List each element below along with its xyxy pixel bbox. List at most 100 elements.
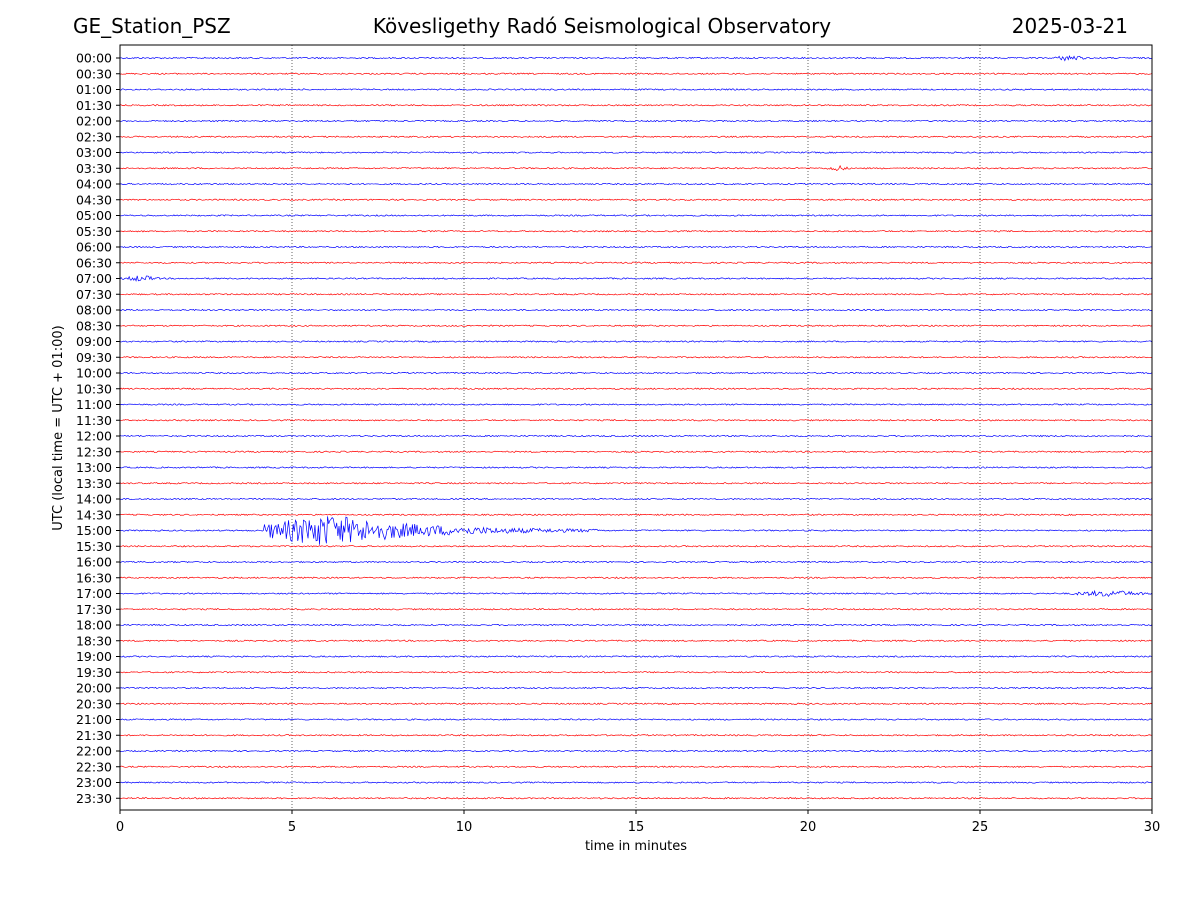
y-tick-label: 04:00 xyxy=(76,177,112,192)
trace-0900 xyxy=(119,340,1153,343)
trace-0600 xyxy=(119,245,1153,249)
x-tick-label: 20 xyxy=(800,820,817,835)
trace-1600 xyxy=(119,560,1153,564)
trace-2330 xyxy=(119,797,1153,800)
trace-0730 xyxy=(119,293,1153,296)
trace-0330 xyxy=(119,164,1153,172)
y-tick-label: 01:00 xyxy=(76,82,112,97)
y-tick-label: 05:00 xyxy=(76,208,112,223)
grid-lines xyxy=(291,45,981,810)
y-tick-label: 12:30 xyxy=(76,444,112,459)
y-tick-label: 17:00 xyxy=(76,586,112,601)
y-tick-label: 01:30 xyxy=(76,98,112,113)
trace-1300 xyxy=(119,466,1153,469)
trace-0230 xyxy=(119,135,1153,138)
station-label: GE_Station_PSZ xyxy=(73,14,231,38)
y-tick-label: 16:30 xyxy=(76,570,112,585)
trace-2130 xyxy=(119,734,1153,737)
y-tick-label: 19:00 xyxy=(76,649,112,664)
y-tick-label: 22:30 xyxy=(76,759,112,774)
y-tick-label: 15:00 xyxy=(76,523,112,538)
x-axis-label: time in minutes xyxy=(585,839,687,854)
trace-0130 xyxy=(119,104,1153,107)
y-tick-label: 10:00 xyxy=(76,366,112,381)
trace-1000 xyxy=(119,371,1153,375)
trace-0700 xyxy=(119,275,1153,282)
y-tick-label: 19:30 xyxy=(76,665,112,680)
trace-1900 xyxy=(119,655,1153,658)
trace-0930 xyxy=(119,356,1153,359)
x-tick-label: 10 xyxy=(456,820,473,835)
y-tick-label: 07:30 xyxy=(76,287,112,302)
y-tick-label: 21:30 xyxy=(76,728,112,743)
trace-1200 xyxy=(119,434,1153,438)
trace-0830 xyxy=(119,324,1153,327)
y-tick-label: 14:00 xyxy=(76,492,112,507)
y-tick-label: 00:00 xyxy=(76,51,112,66)
y-tick-label: 20:30 xyxy=(76,696,112,711)
trace-2000 xyxy=(119,686,1153,690)
trace-0030 xyxy=(119,72,1153,75)
trace-1700 xyxy=(119,589,1153,597)
y-tick-label: 13:00 xyxy=(76,460,112,475)
trace-1130 xyxy=(119,419,1153,422)
trace-1530 xyxy=(119,545,1153,548)
date-label: 2025-03-21 xyxy=(1011,14,1128,38)
trace-0100 xyxy=(119,88,1153,91)
trace-2030 xyxy=(119,702,1153,705)
y-tick-label: 03:00 xyxy=(76,145,112,160)
y-tick-label: 02:00 xyxy=(76,114,112,129)
y-tick-label: 18:00 xyxy=(76,618,112,633)
trace-1800 xyxy=(119,623,1153,627)
y-tick-label: 02:30 xyxy=(76,129,112,144)
trace-2100 xyxy=(119,718,1153,721)
observatory-title: Kövesligethy Radó Seismological Observat… xyxy=(372,14,832,38)
trace-0530 xyxy=(119,230,1153,233)
trace-0500 xyxy=(119,214,1153,217)
y-tick-label: 23:30 xyxy=(76,791,112,806)
y-tick-label: 06:30 xyxy=(76,255,112,270)
trace-2230 xyxy=(119,765,1153,768)
trace-0630 xyxy=(119,261,1153,264)
y-tick-label: 10:30 xyxy=(76,381,112,396)
y-tick-label: 12:00 xyxy=(76,429,112,444)
trace-1430 xyxy=(119,513,1153,516)
trace-0000 xyxy=(119,55,1153,62)
trace-0300 xyxy=(119,151,1153,154)
x-tick-label: 0 xyxy=(116,820,124,835)
y-tick-label: 13:30 xyxy=(76,476,112,491)
y-tick-label: 18:30 xyxy=(76,633,112,648)
y-tick-label: 07:00 xyxy=(76,271,112,286)
trace-1030 xyxy=(119,387,1153,390)
seismic-traces xyxy=(119,55,1153,800)
trace-1230 xyxy=(119,450,1153,453)
trace-0800 xyxy=(119,308,1153,312)
y-tick-label: 09:30 xyxy=(76,350,112,365)
y-tick-label: 06:00 xyxy=(76,240,112,255)
trace-0430 xyxy=(119,198,1153,201)
x-tick-label: 15 xyxy=(628,820,645,835)
x-tick-label: 5 xyxy=(288,820,296,835)
y-tick-label: 11:30 xyxy=(76,413,112,428)
y-axis-label: UTC (local time = UTC + 01:00) xyxy=(51,325,66,530)
y-tick-label: 09:00 xyxy=(76,334,112,349)
trace-1400 xyxy=(119,497,1153,501)
y-tick-label: 23:00 xyxy=(76,775,112,790)
y-tick-label: 14:30 xyxy=(76,507,112,522)
trace-1100 xyxy=(119,403,1153,406)
trace-1330 xyxy=(119,482,1153,485)
x-tick-label: 25 xyxy=(972,820,989,835)
trace-1630 xyxy=(119,576,1153,579)
y-tick-label: 21:00 xyxy=(76,712,112,727)
y-tick-label: 08:30 xyxy=(76,318,112,333)
x-tick-label: 30 xyxy=(1144,820,1161,835)
trace-1930 xyxy=(119,671,1153,674)
y-tick-label: 11:00 xyxy=(76,397,112,412)
y-tick-label: 00:30 xyxy=(76,66,112,81)
trace-1830 xyxy=(119,639,1153,642)
trace-0200 xyxy=(119,119,1153,123)
y-tick-label: 08:00 xyxy=(76,303,112,318)
y-tick-label: 04:30 xyxy=(76,192,112,207)
y-tick-label: 20:00 xyxy=(76,681,112,696)
